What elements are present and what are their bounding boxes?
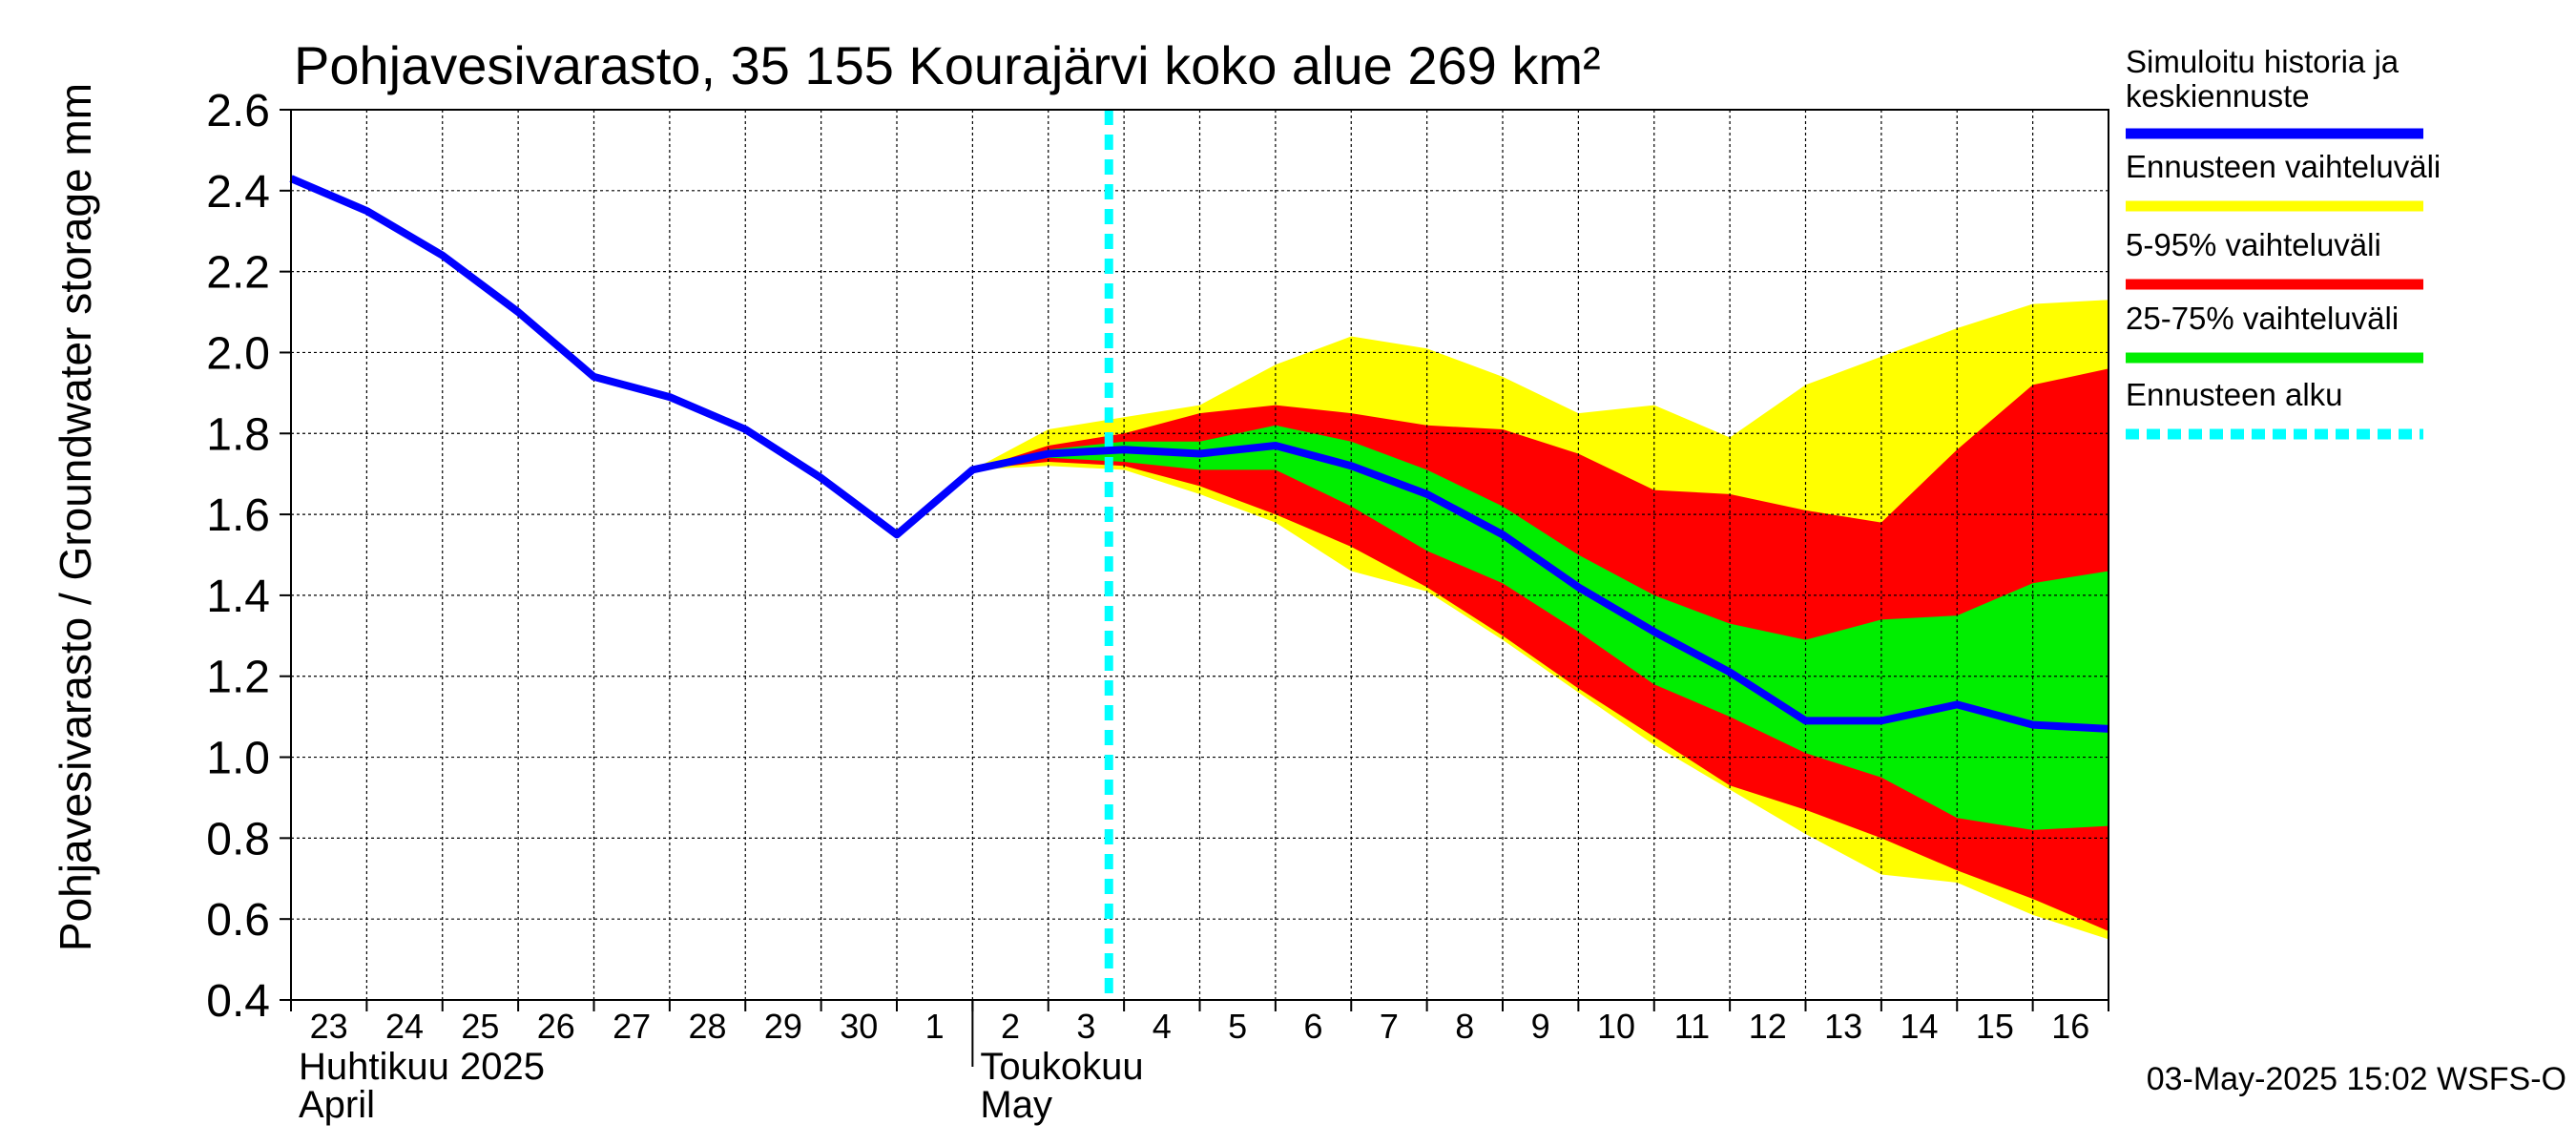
x-day-label: 2	[1001, 1007, 1020, 1046]
y-tick-label: 1.8	[206, 409, 270, 460]
x-day-label: 10	[1597, 1007, 1635, 1046]
month-label-fi: Huhtikuu 2025	[299, 1046, 545, 1088]
axes	[280, 109, 2109, 1067]
x-day-label: 9	[1531, 1007, 1550, 1046]
y-tick-label: 1.2	[206, 653, 270, 703]
x-day-label: 28	[689, 1007, 727, 1046]
x-day-label: 1	[925, 1007, 945, 1046]
y-tick-label: 0.6	[206, 895, 270, 946]
x-day-label: 11	[1674, 1007, 1710, 1046]
y-tick-label: 1.6	[206, 490, 270, 541]
x-day-label: 23	[310, 1007, 348, 1046]
x-day-label: 24	[385, 1007, 424, 1046]
x-day-label: 6	[1304, 1007, 1323, 1046]
x-day-label: 8	[1455, 1007, 1474, 1046]
x-day-label: 29	[764, 1007, 802, 1046]
legend-label-2: 5-95% vaihteluväli	[2126, 227, 2381, 262]
legend-label-0: Simuloitu historia ja keskiennuste	[2126, 44, 2407, 114]
x-day-label: 25	[461, 1007, 499, 1046]
y-tick-label: 1.0	[206, 734, 270, 784]
y-tick-label: 2.2	[206, 248, 270, 299]
chart-title: Pohjavesivarasto, 35 155 Kourajärvi koko…	[294, 35, 1601, 95]
legend-label-line: Simuloitu historia ja	[2126, 44, 2407, 79]
band-2	[972, 425, 2109, 830]
legend-label-1: Ennusteen vaihteluväli	[2126, 149, 2441, 184]
forecast-bands	[972, 300, 2109, 940]
y-tick-label: 2.4	[206, 167, 270, 218]
y-tick-label: 0.4	[206, 976, 270, 1027]
y-tick-label: 0.8	[206, 814, 270, 864]
x-day-label: 26	[537, 1007, 575, 1046]
y-axis-label: Pohjavesivarasto / Groundwater storage m…	[51, 83, 100, 951]
x-day-label: 13	[1824, 1007, 1862, 1046]
month-label-en: April	[299, 1084, 375, 1126]
x-day-label: 4	[1153, 1007, 1172, 1046]
x-day-label: 14	[1901, 1007, 1939, 1046]
legend-label-3: 25-75% vaihteluväli	[2126, 301, 2399, 336]
x-day-label: 12	[1749, 1007, 1787, 1046]
series-lines	[289, 110, 2109, 1000]
x-day-label: 15	[1976, 1007, 2014, 1046]
series-line-0	[289, 175, 2109, 733]
month-label-fi: Toukokuu	[980, 1046, 1143, 1088]
x-day-label: 3	[1076, 1007, 1095, 1046]
x-day-label: 5	[1228, 1007, 1247, 1046]
x-day-label: 7	[1380, 1007, 1399, 1046]
footer-timestamp: 03-May-2025 15:02 WSFS-O	[2147, 1061, 2566, 1097]
y-tick-label: 1.4	[206, 572, 270, 622]
legend-label-4: Ennusteen alku	[2126, 377, 2343, 412]
x-day-label: 16	[2051, 1007, 2089, 1046]
y-tick-label: 2.6	[206, 86, 270, 136]
legend-label-line: keskiennuste	[2126, 78, 2310, 114]
month-label-en: May	[980, 1084, 1052, 1126]
legend: Simuloitu historia ja keskiennuste Ennust…	[2126, 44, 2441, 440]
labels: 2.62.42.22.01.81.61.41.21.00.80.60.4 23 24…	[51, 35, 2566, 1126]
band-1	[972, 368, 2109, 931]
y-tick-label: 2.0	[206, 328, 270, 379]
x-day-label: 27	[613, 1007, 651, 1046]
x-day-label: 30	[840, 1007, 878, 1046]
